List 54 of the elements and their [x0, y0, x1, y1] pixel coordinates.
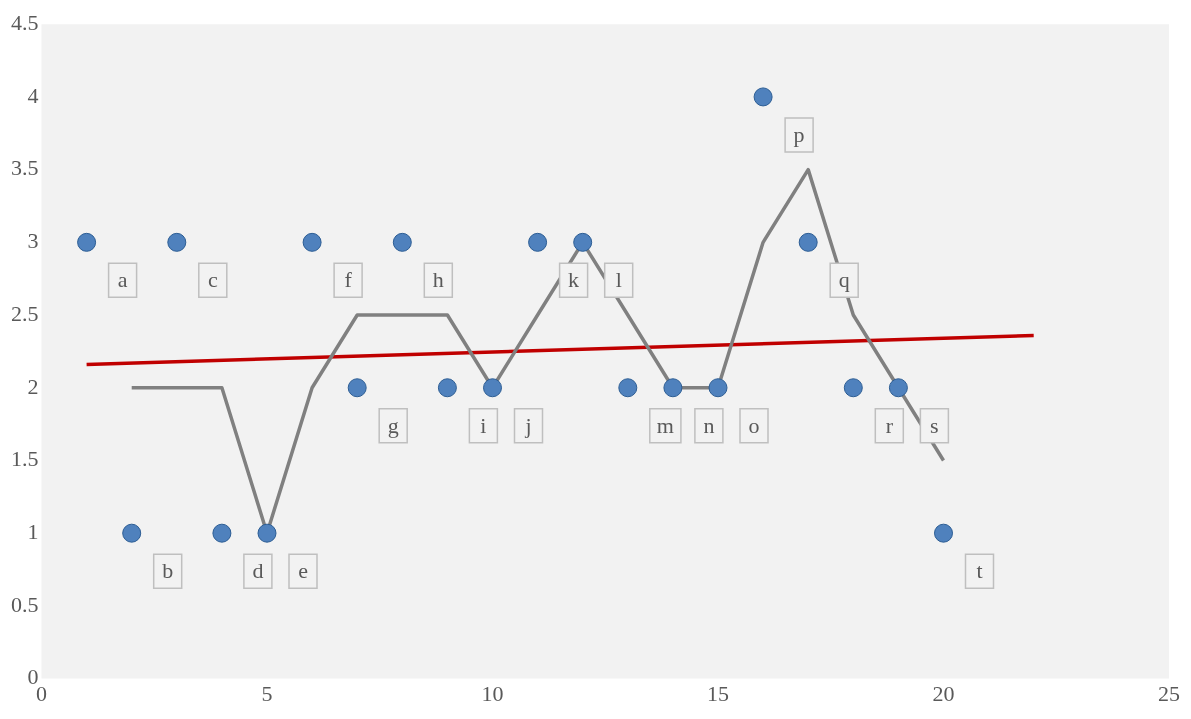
y-tick-label: 4.5	[11, 9, 39, 35]
point	[843, 378, 863, 398]
data-label: n	[703, 412, 715, 438]
x-tick-label: 25	[1158, 680, 1180, 706]
data-label: c	[207, 267, 218, 293]
y-tick-label: 3.5	[11, 155, 39, 181]
data-label: p	[793, 121, 805, 147]
point	[753, 87, 773, 107]
point	[483, 378, 502, 398]
point	[708, 378, 728, 398]
data-label: m	[656, 412, 674, 438]
point	[257, 523, 277, 543]
data-label: t	[976, 557, 983, 583]
data-label: l	[615, 267, 622, 293]
point	[618, 378, 638, 398]
data-label: g	[387, 412, 399, 438]
point	[798, 232, 818, 252]
data-label: j	[524, 412, 532, 438]
y-tick-label: 0.5	[11, 591, 39, 617]
data-label: d	[252, 557, 264, 583]
data-label: f	[344, 267, 353, 293]
y-tick-label: 2	[27, 373, 39, 399]
point	[77, 232, 97, 252]
point	[212, 523, 232, 543]
y-tick-label: 1.5	[11, 446, 39, 472]
point	[347, 378, 367, 398]
data-label: k	[568, 267, 580, 293]
data-label: e	[298, 557, 308, 583]
y-tick-label: 4	[27, 82, 39, 108]
data-label: i	[480, 412, 487, 438]
point	[302, 232, 322, 252]
x-tick-label: 10	[481, 680, 504, 706]
data-label: s	[930, 412, 939, 438]
y-tick-label: 1	[27, 518, 39, 544]
point	[122, 523, 142, 543]
x-tick-label: 5	[261, 680, 273, 706]
point	[528, 232, 548, 252]
y-tick-label: 3	[27, 228, 39, 254]
data-label: q	[838, 267, 850, 293]
x-tick-label: 20	[932, 680, 955, 706]
data-label: a	[117, 267, 128, 293]
point	[437, 378, 457, 398]
point	[934, 523, 953, 543]
point	[392, 232, 412, 252]
data-label: b	[162, 557, 174, 583]
x-tick-label: 15	[707, 680, 729, 706]
point	[663, 378, 683, 398]
y-tick-label: 2.5	[11, 300, 39, 326]
point	[167, 232, 187, 252]
data-label: r	[885, 412, 894, 438]
point	[888, 378, 908, 398]
point	[573, 232, 593, 252]
data-label: h	[432, 267, 444, 293]
data-label: o	[748, 412, 760, 438]
